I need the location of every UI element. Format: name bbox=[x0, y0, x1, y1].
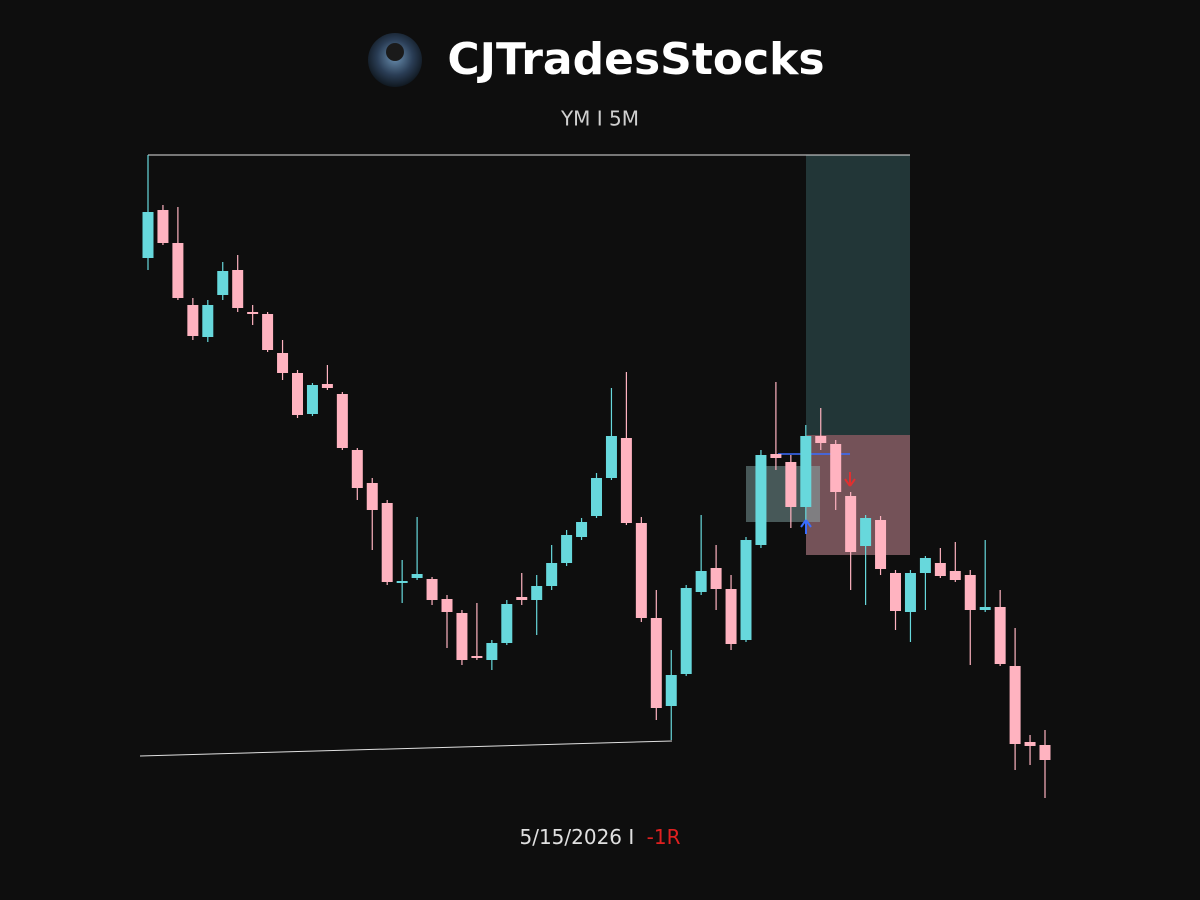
candle-body bbox=[1024, 742, 1036, 746]
candle-body bbox=[904, 573, 916, 612]
candle-body bbox=[411, 574, 423, 578]
candle-body bbox=[172, 243, 184, 298]
candle-body bbox=[740, 540, 752, 640]
candle-body bbox=[890, 573, 901, 611]
candle-body bbox=[815, 436, 827, 443]
candle-body bbox=[665, 675, 677, 706]
candle-body bbox=[830, 444, 842, 492]
candle-body bbox=[351, 450, 363, 488]
candle-body bbox=[860, 518, 872, 546]
target-zone bbox=[806, 155, 910, 435]
candle-body bbox=[396, 581, 408, 583]
candle-body bbox=[262, 314, 274, 350]
candle-body bbox=[785, 462, 797, 507]
candle-body bbox=[710, 568, 722, 589]
candle-body bbox=[770, 454, 782, 458]
candle-body bbox=[142, 212, 154, 258]
candle-body bbox=[680, 588, 692, 674]
footer: 5/15/2026 I -1R bbox=[519, 825, 680, 849]
candle-body bbox=[486, 643, 498, 660]
subtitle: YM I 5M bbox=[560, 107, 639, 131]
candle-body bbox=[725, 589, 737, 644]
candle-body bbox=[875, 520, 887, 569]
candle-body bbox=[635, 523, 647, 618]
date-label: 5/15/2026 I bbox=[519, 825, 634, 849]
candle-body bbox=[501, 604, 513, 643]
candle-body bbox=[919, 558, 931, 573]
candle-body bbox=[471, 656, 483, 658]
candle-body bbox=[321, 384, 333, 388]
candle-body bbox=[292, 373, 303, 415]
candle-body bbox=[934, 563, 946, 576]
candle-body bbox=[247, 312, 259, 314]
title: CJTradesStocks bbox=[447, 34, 824, 85]
candle-body bbox=[695, 571, 707, 592]
candle-body bbox=[949, 571, 961, 580]
candle-body bbox=[456, 613, 468, 660]
candle-body bbox=[366, 483, 378, 510]
candle-body bbox=[157, 210, 169, 243]
result-label: -1R bbox=[647, 825, 681, 849]
candle-body bbox=[994, 607, 1006, 664]
candle-body bbox=[546, 563, 558, 586]
sell-arrow bbox=[844, 472, 856, 487]
candle-body bbox=[426, 579, 438, 600]
candle-body bbox=[964, 575, 976, 610]
candle-body bbox=[232, 270, 244, 308]
candle-body bbox=[605, 436, 617, 478]
candle-body bbox=[336, 394, 348, 448]
buy-arrow bbox=[800, 519, 812, 534]
candle-body bbox=[187, 305, 199, 336]
candle-body bbox=[800, 436, 812, 507]
candle-body bbox=[576, 522, 588, 537]
candle-body bbox=[277, 353, 289, 373]
candle-body bbox=[1039, 745, 1051, 760]
candle-body bbox=[620, 438, 632, 523]
candle-body bbox=[1009, 666, 1021, 744]
candle-body bbox=[531, 586, 543, 600]
candle-body bbox=[441, 599, 453, 612]
candle-body bbox=[755, 455, 767, 545]
candle-body bbox=[217, 271, 229, 295]
range-low-line bbox=[139, 740, 673, 757]
candle-body bbox=[591, 478, 602, 516]
candle-body bbox=[306, 385, 318, 414]
avatar-figure bbox=[386, 43, 404, 61]
candle-body bbox=[202, 305, 214, 337]
candle-body bbox=[979, 607, 991, 610]
candle-body bbox=[650, 618, 662, 708]
candles bbox=[142, 155, 1051, 798]
candle-body bbox=[516, 597, 528, 600]
candle-body bbox=[561, 535, 573, 563]
candle-body bbox=[845, 496, 857, 552]
stop-zone bbox=[806, 435, 910, 555]
candle-body bbox=[381, 503, 393, 582]
